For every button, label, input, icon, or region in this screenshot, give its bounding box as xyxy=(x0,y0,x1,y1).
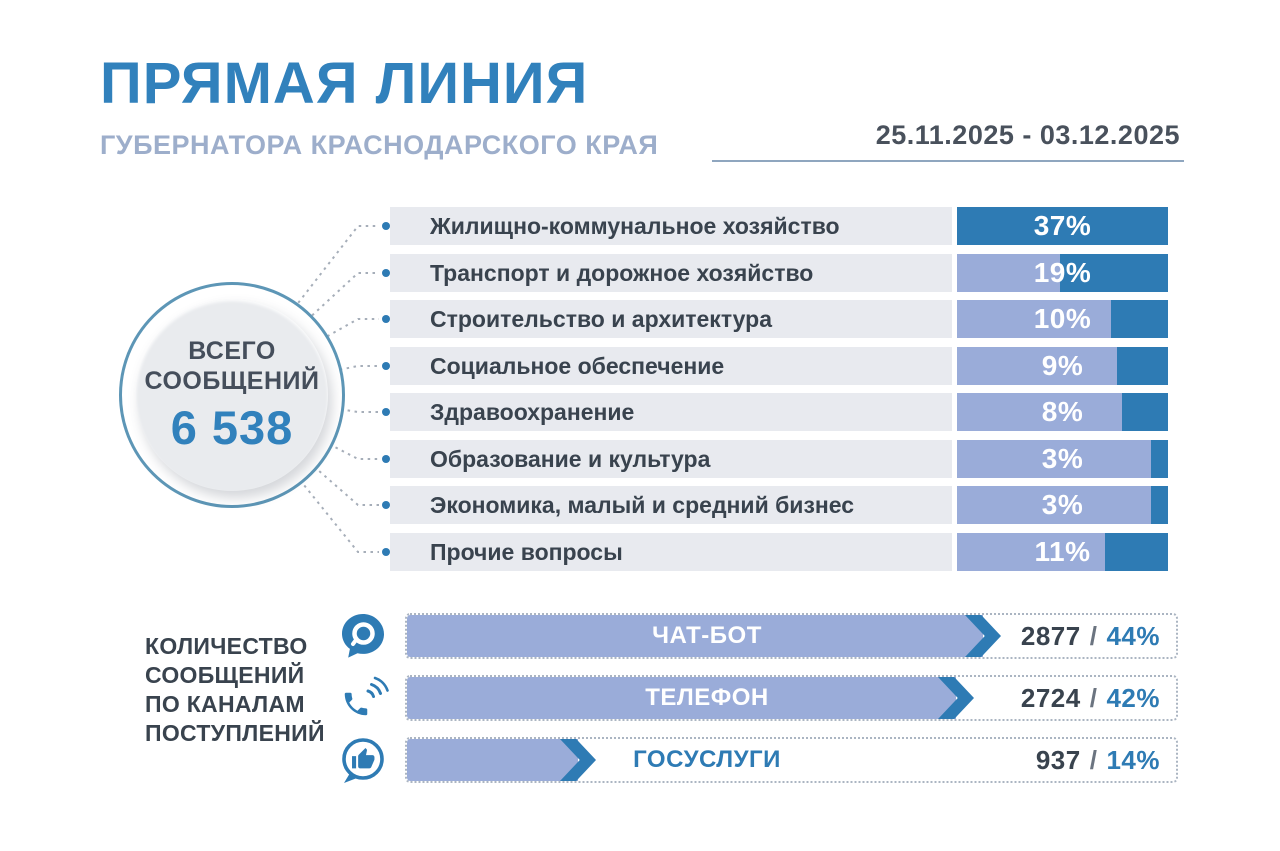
total-label-line2: СООБЩЕНИЙ xyxy=(144,366,320,395)
slash-separator: / xyxy=(1089,744,1098,775)
date-range: 25.11.2025 - 03.12.2025 xyxy=(875,120,1180,150)
channel-row: ГОСУСЛУГИ 937 / 14% xyxy=(0,734,1280,786)
topic-label: Социальное обеспечение xyxy=(430,352,725,379)
topic-label-bar: Здравоохранение xyxy=(390,393,952,431)
channel-bar-box: ГОСУСЛУГИ 937 / 14% xyxy=(405,737,1178,783)
topic-label-bar: Социальное обеспечение xyxy=(390,347,952,385)
topic-row: Строительство и архитектура 10% xyxy=(0,300,1280,338)
topic-value-bar: 8% xyxy=(957,393,1168,431)
topic-value-bar: 3% xyxy=(957,440,1168,478)
topic-label: Жилищно-коммунальное хозяйство xyxy=(430,212,840,239)
topic-percent-label: 3% xyxy=(1041,443,1084,474)
chat-bubble-icon xyxy=(336,610,390,662)
phone-icon xyxy=(336,672,390,724)
bullet-dot-icon xyxy=(382,269,390,277)
slash-separator: / xyxy=(1089,620,1098,651)
topic-value-bar: 3% xyxy=(957,486,1168,524)
bullet-dot-icon xyxy=(382,222,390,230)
topic-value-fill xyxy=(1151,486,1168,524)
channel-bar-fill xyxy=(407,615,983,657)
channel-row: ЧАТ-БОТ 2877 / 44% xyxy=(0,610,1280,662)
topic-value-fill xyxy=(1151,440,1168,478)
topic-label: Экономика, малый и средний бизнес xyxy=(430,491,855,518)
channel-count: 2724 xyxy=(1020,682,1081,713)
channel-label: ГОСУСЛУГИ xyxy=(633,746,781,773)
channels-section-label: КОЛИЧЕСТВО СООБЩЕНИЙ ПО КАНАЛАМ ПОСТУПЛЕ… xyxy=(145,632,325,748)
topic-percent-label: 8% xyxy=(1041,396,1084,427)
topic-value-bar: 9% xyxy=(957,347,1168,385)
topic-label: Строительство и архитектура xyxy=(430,305,772,332)
channel-bar-box: ТЕЛЕФОН 2724 / 42% xyxy=(405,675,1178,721)
topic-label: Прочие вопросы xyxy=(430,538,623,565)
channel-label: ТЕЛЕФОН xyxy=(645,684,769,711)
topic-row: Экономика, малый и средний бизнес 3% xyxy=(0,486,1280,524)
topic-row: Транспорт и дорожное хозяйство 19% xyxy=(0,254,1280,292)
topic-value-fill xyxy=(1060,254,1168,292)
topic-value-fill xyxy=(1122,393,1168,431)
bullet-dot-icon xyxy=(382,408,390,416)
channel-stats: 2877 / 44% xyxy=(1021,615,1160,657)
page-title: ПРЯМАЯ ЛИНИЯ xyxy=(100,51,589,116)
bullet-dot-icon xyxy=(382,362,390,370)
header-divider xyxy=(712,160,1184,162)
channel-label: ЧАТ-БОТ xyxy=(652,622,762,649)
topic-value-fill xyxy=(957,207,1168,245)
channels-label-line: КОЛИЧЕСТВО xyxy=(145,633,308,659)
slash-separator: / xyxy=(1089,682,1098,713)
channels-label-line: ПОСТУПЛЕНИЙ xyxy=(145,720,325,746)
topic-percent-label: 37% xyxy=(1033,210,1092,241)
topic-percent-label: 9% xyxy=(1041,350,1084,381)
topic-row: Прочие вопросы 11% xyxy=(0,533,1280,571)
topic-value-bar: 11% xyxy=(957,533,1168,571)
total-messages-badge: ВСЕГО СООБЩЕНИЙ 6 538 xyxy=(119,282,345,508)
channel-percent: 14% xyxy=(1106,744,1160,775)
topic-value-bar: 10% xyxy=(957,300,1168,338)
topic-value-bar: 19% xyxy=(957,254,1168,292)
topic-percent-label: 19% xyxy=(1033,257,1092,288)
topic-row: Жилищно-коммунальное хозяйство 37% xyxy=(0,207,1280,245)
topic-percent-label: 3% xyxy=(1041,489,1084,520)
bullet-dot-icon xyxy=(382,501,390,509)
topic-label-bar: Экономика, малый и средний бизнес xyxy=(390,486,952,524)
topic-label-bar: Транспорт и дорожное хозяйство xyxy=(390,254,952,292)
topic-label: Транспорт и дорожное хозяйство xyxy=(430,259,814,286)
channel-percent: 44% xyxy=(1106,620,1160,651)
topic-value-fill xyxy=(1117,347,1168,385)
total-messages-value: 6 538 xyxy=(170,400,294,454)
channel-row: ТЕЛЕФОН 2724 / 42% xyxy=(0,672,1280,724)
thumbs-up-icon xyxy=(336,734,390,786)
total-label-line1: ВСЕГО xyxy=(188,336,276,365)
topic-label-bar: Жилищно-коммунальное хозяйство xyxy=(390,207,952,245)
topic-label-bar: Строительство и архитектура xyxy=(390,300,952,338)
topic-row: Социальное обеспечение 9% xyxy=(0,347,1280,385)
topic-row: Здравоохранение 8% xyxy=(0,393,1280,431)
topic-value-fill xyxy=(1111,300,1168,338)
bullet-dot-icon xyxy=(382,548,390,556)
channel-percent: 42% xyxy=(1106,682,1160,713)
channel-count: 937 xyxy=(1035,744,1081,775)
topic-row: Образование и культура 3% xyxy=(0,440,1280,478)
channels-label-line: СООБЩЕНИЙ xyxy=(145,662,305,688)
channel-stats: 2724 / 42% xyxy=(1021,677,1160,719)
channel-count: 2877 xyxy=(1020,620,1081,651)
bullet-dot-icon xyxy=(382,455,390,463)
topic-value-fill xyxy=(1105,533,1168,571)
channels-label-line: ПО КАНАЛАМ xyxy=(145,691,305,717)
channel-bar-fill xyxy=(407,739,578,781)
total-messages-inner-circle: ВСЕГО СООБЩЕНИЙ 6 538 xyxy=(136,299,328,491)
topic-percent-label: 10% xyxy=(1033,303,1092,334)
channel-stats: 937 / 14% xyxy=(1036,739,1160,781)
topic-label: Образование и культура xyxy=(430,445,711,472)
topic-label-bar: Прочие вопросы xyxy=(390,533,952,571)
topic-percent-label: 11% xyxy=(1034,536,1091,567)
channel-bar-box: ЧАТ-БОТ 2877 / 44% xyxy=(405,613,1178,659)
channel-bar-fill xyxy=(407,677,956,719)
topic-label: Здравоохранение xyxy=(430,398,635,425)
topic-value-bar: 37% xyxy=(957,207,1168,245)
page-subtitle: ГУБЕРНАТОРА КРАСНОДАРСКОГО КРАЯ xyxy=(100,130,659,160)
bullet-dot-icon xyxy=(382,315,390,323)
topic-label-bar: Образование и культура xyxy=(390,440,952,478)
